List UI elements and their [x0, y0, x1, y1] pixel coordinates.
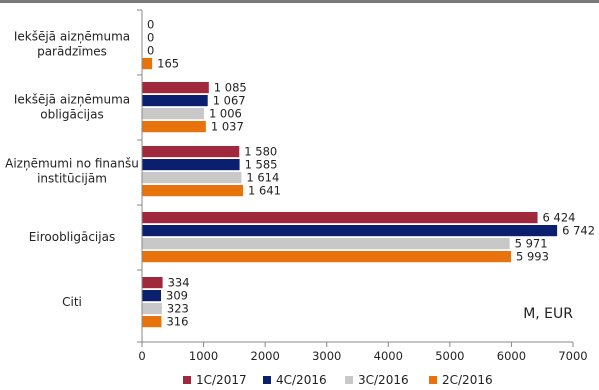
value-label-4c-2016-3: 6 742 [562, 224, 595, 238]
value-tick-label-5: 5000 [435, 349, 464, 363]
category-label-2-1: institūcijām [37, 172, 107, 186]
value-label-2c-2016-2: 1 641 [248, 184, 281, 198]
value-label-3c-2016-2: 1 614 [246, 171, 279, 185]
legend-label-4c-2016: 4C/2016 [276, 373, 327, 387]
bar-4c-2016-2 [142, 159, 240, 171]
value-label-3c-2016-3: 5 971 [515, 237, 548, 251]
category-label-2-0: Aizņēmumi no finanšu [5, 157, 139, 171]
value-tick-label-7: 7000 [558, 349, 587, 363]
category-label-1-1: obligācijas [40, 108, 103, 122]
bar-2c-2016-4 [142, 316, 162, 328]
bar-2c-2016-2 [142, 185, 244, 197]
category-label-0-0: Iekšējā aizņēmuma [14, 30, 130, 44]
value-tick-label-6: 6000 [497, 349, 526, 363]
bar-1c-2017-3 [142, 212, 538, 224]
bar-4c-2016-1 [142, 95, 208, 107]
value-label-1c-2017-3: 6 424 [543, 211, 576, 225]
value-label-1c-2017-4: 334 [168, 276, 190, 290]
value-label-4c-2016-2: 1 585 [245, 158, 278, 172]
value-label-2c-2016-1: 1 037 [211, 120, 244, 134]
bar-3c-2016-4 [142, 303, 162, 315]
value-label-4c-2016-0: 0 [147, 31, 154, 45]
bar-3c-2016-2 [142, 172, 242, 184]
category-label-0-1: parādzīmes [37, 45, 107, 59]
legend-label-3c-2016: 3C/2016 [358, 373, 409, 387]
legend-swatch-1c-2017 [183, 376, 191, 384]
value-tick-label-0: 0 [138, 349, 145, 363]
value-tick-label-4: 4000 [374, 349, 403, 363]
category-label-4-0: Citi [62, 295, 82, 309]
bar-2c-2016-1 [142, 121, 206, 133]
value-label-4c-2016-4: 309 [166, 289, 188, 303]
unit-label: M, EUR [523, 306, 573, 322]
legend-swatch-4c-2016 [263, 376, 271, 384]
value-label-2c-2016-0: 165 [157, 57, 179, 71]
bar-1c-2017-4 [142, 277, 163, 289]
value-label-2c-2016-3: 5 993 [516, 250, 549, 264]
category-label-1-0: Iekšējā aizņēmuma [14, 93, 130, 107]
legend-label-2c-2016: 2C/2016 [442, 373, 493, 387]
bar-3c-2016-1 [142, 108, 204, 120]
value-tick-label-1: 1000 [189, 349, 218, 363]
value-label-3c-2016-4: 323 [167, 302, 189, 316]
value-label-1c-2017-1: 1 085 [214, 81, 247, 95]
value-label-1c-2017-2: 1 580 [244, 145, 277, 159]
value-label-4c-2016-1: 1 067 [213, 94, 246, 108]
value-label-3c-2016-0: 0 [147, 44, 154, 58]
bar-2c-2016-3 [142, 251, 511, 263]
value-tick-label-2: 2000 [251, 349, 280, 363]
value-label-2c-2016-4: 316 [166, 315, 188, 329]
value-tick-label-3: 3000 [312, 349, 341, 363]
legend-swatch-2c-2016 [429, 376, 437, 384]
bar-4c-2016-4 [142, 290, 162, 302]
bar-1c-2017-1 [142, 82, 209, 94]
value-label-1c-2017-0: 0 [147, 18, 154, 32]
category-label-3-0: Eiroobligācijas [29, 230, 115, 244]
bar-3c-2016-3 [142, 238, 510, 250]
bar-4c-2016-3 [142, 225, 558, 237]
legend-label-1c-2017: 1C/2017 [196, 373, 247, 387]
bar-1c-2017-2 [142, 146, 240, 158]
bar-2c-2016-0 [142, 58, 153, 70]
legend-swatch-3c-2016 [345, 376, 353, 384]
value-label-3c-2016-1: 1 006 [209, 107, 242, 121]
